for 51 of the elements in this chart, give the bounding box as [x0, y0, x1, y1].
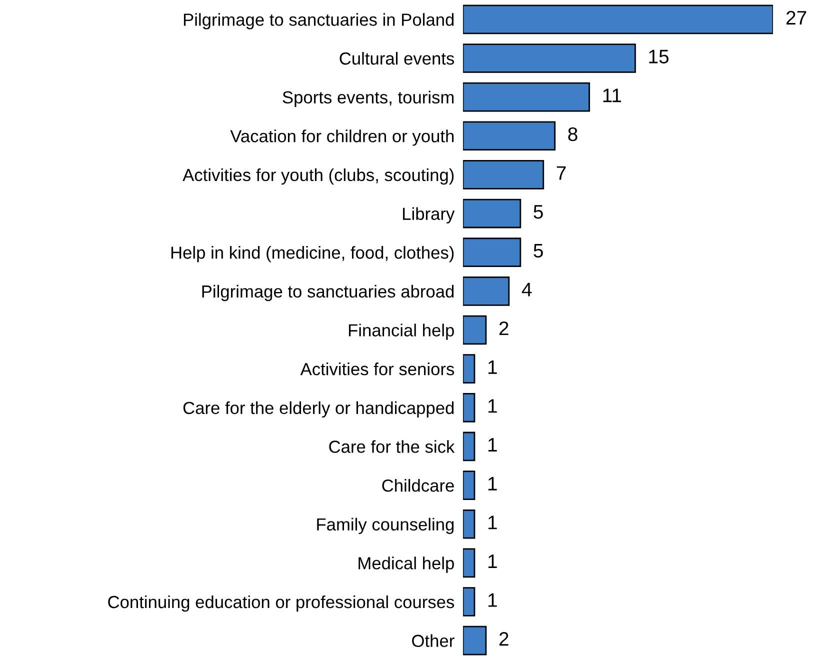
y-tick-label: Activities for youth (clubs, scouting)	[182, 168, 454, 185]
data-label: 8	[568, 127, 578, 142]
data-label: 2	[499, 632, 508, 646]
bar	[463, 82, 590, 112]
data-label: 1	[488, 360, 497, 374]
data-label: 1	[488, 399, 497, 413]
y-tick-label: Care for the sick	[329, 440, 455, 453]
bar	[463, 276, 510, 306]
data-label: 1	[488, 438, 497, 452]
y-tick-label: Financial help	[348, 324, 454, 340]
y-tick-label: Family counseling	[317, 518, 454, 534]
bar	[463, 354, 476, 384]
y-tick-label: Care for the elderly or handicapped	[183, 401, 454, 418]
data-label: 15	[649, 50, 669, 64]
data-label: 1	[488, 593, 497, 607]
data-label: 1	[488, 516, 497, 530]
y-tick-label: Pilgrimage to sanctuaries in Poland	[184, 13, 454, 30]
bar	[463, 238, 522, 268]
bar	[463, 121, 556, 151]
bar	[463, 509, 476, 539]
bar	[463, 587, 476, 616]
y-tick-label: Medical help	[358, 556, 454, 573]
y-tick-label: Childcare	[382, 479, 454, 492]
bar	[463, 4, 773, 34]
bar	[463, 432, 476, 462]
data-label: 5	[534, 205, 543, 219]
bar	[463, 392, 476, 422]
data-label: 7	[556, 166, 566, 180]
y-tick-label: Continuing education or professional courses	[108, 595, 454, 612]
data-label: 5	[534, 244, 543, 258]
y-tick-label: Sports events, tourism	[282, 90, 454, 107]
bar	[463, 470, 476, 500]
data-label: 1	[488, 554, 497, 568]
data-label: 4	[522, 282, 532, 296]
bar	[463, 44, 636, 73]
data-label: 27	[786, 10, 806, 24]
bar	[463, 315, 487, 345]
y-tick-label: Cultural events	[340, 52, 454, 65]
y-tick-label: Other	[412, 634, 454, 648]
data-label: 11	[603, 88, 622, 102]
y-tick-label: Activities for seniors	[300, 362, 454, 376]
data-label: 2	[499, 321, 508, 336]
bar	[463, 626, 487, 656]
y-tick-label: Library	[403, 207, 455, 224]
data-label: 1	[488, 476, 497, 490]
y-tick-label: Vacation for children or youth	[230, 130, 454, 146]
bar	[463, 198, 522, 228]
bar	[463, 548, 476, 578]
y-tick-label: Help in kind (medicine, food, clothes)	[171, 246, 454, 262]
bar	[463, 160, 544, 190]
y-tick-label: Pilgrimage to sanctuaries abroad	[202, 284, 454, 302]
